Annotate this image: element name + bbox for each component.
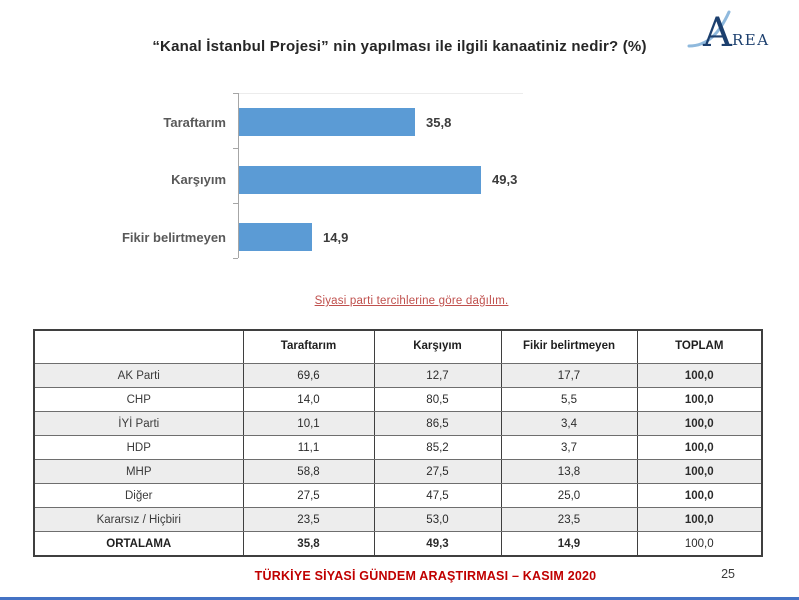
cell-value: 86,5 [373, 411, 502, 436]
table-row: İYİ Parti 10,1 86,5 3,4 100,0 [33, 411, 763, 436]
cell-total: 100,0 [636, 507, 763, 532]
row-label: ORTALAMA [33, 531, 244, 557]
chart-axis-tick [233, 93, 238, 94]
cell-total: 100,0 [636, 387, 763, 412]
chart-value-label: 35,8 [426, 114, 452, 130]
cell-value: 13,8 [500, 459, 638, 484]
page-title: “Kanal İstanbul Projesi” nin yapılması i… [152, 38, 647, 55]
party-breakdown-table: Taraftarım Karşıyım Fikir belirtmeyen TOPLA… [33, 329, 763, 557]
table-row: CHP 14,0 80,5 5,5 100,0 [33, 387, 763, 412]
chart-category-label: Karşıyım [171, 172, 226, 187]
table-column-header: Karşıyım [373, 329, 502, 364]
table-body: AK Parti 69,6 12,7 17,7 100,0 CHP 14,0 80,5 5,5 1… [33, 363, 763, 557]
chart-category-label: Taraftarım [163, 114, 226, 130]
cell-value: 12,7 [373, 363, 502, 388]
table-row: AK Parti 69,6 12,7 17,7 100,0 [33, 363, 763, 388]
cell-value: 53,0 [373, 507, 502, 532]
cell-value: 23,5 [500, 507, 638, 532]
chart-bar [239, 108, 415, 136]
cell-value: 23,5 [242, 507, 375, 532]
footer-title: TÜRKİYE SİYASİ GÜNDEM ARAŞTIRMASI – KASI… [254, 569, 597, 583]
chart-y-axis [238, 93, 239, 258]
cell-value: 14,9 [500, 531, 638, 557]
chart-value-label: 14,9 [323, 229, 349, 245]
cell-value: 85,2 [373, 435, 502, 460]
area-logo-graphic: A REA [687, 10, 770, 56]
table-column-header [33, 329, 244, 364]
table-column-header: Fikir belirtmeyen [500, 329, 638, 364]
cell-value: 3,4 [500, 411, 638, 436]
table-column-header: Taraftarım [242, 329, 375, 364]
logo-text-rea: REA [732, 31, 770, 49]
cell-value: 49,3 [373, 531, 502, 557]
chart-plot-top-border [238, 93, 523, 94]
chart-category-label: Fikir belirtmeyen [121, 229, 226, 245]
cell-total: 100,0 [636, 531, 763, 557]
cell-value: 17,7 [500, 363, 638, 388]
cell-value: 3,7 [500, 435, 638, 460]
chart-axis-tick [233, 148, 238, 149]
cell-value: 11,1 [242, 435, 375, 460]
cell-total: 100,0 [636, 483, 763, 508]
logo-swoosh-icon [687, 10, 731, 48]
page-number: 25 [721, 567, 735, 581]
table-header: Taraftarım Karşıyım Fikir belirtmeyen TOPLA… [33, 329, 763, 364]
cell-value: 10,1 [242, 411, 375, 436]
cell-value: 80,5 [373, 387, 502, 412]
cell-total: 100,0 [636, 363, 763, 388]
chart-bar [239, 165, 481, 194]
cell-value: 47,5 [373, 483, 502, 508]
footer-accent-line [0, 597, 799, 600]
cell-value: 27,5 [242, 483, 375, 508]
chart-axis-tick [233, 258, 238, 259]
row-label: MHP [33, 459, 244, 484]
chart-bar [239, 223, 312, 251]
chart-subtitle: Siyasi parti tercihlerine göre dağılım. [314, 295, 509, 307]
cell-value: 25,0 [500, 483, 638, 508]
table-row: HDP 11,1 85,2 3,7 100,0 [33, 435, 763, 460]
row-label: AK Parti [33, 363, 244, 388]
bar-chart: Taraftarım 35,8 Karşıyım 49,3 Fikir belirtme… [0, 93, 799, 263]
cell-value: 58,8 [242, 459, 375, 484]
chart-value-label: 49,3 [492, 172, 518, 187]
cell-value: 14,0 [242, 387, 375, 412]
table-row: Diğer 27,5 47,5 25,0 100,0 [33, 483, 763, 508]
cell-total: 100,0 [636, 459, 763, 484]
chart-row: Fikir belirtmeyen 14,9 [0, 223, 348, 251]
chart-row: Taraftarım 35,8 [0, 108, 451, 136]
cell-value: 35,8 [242, 531, 375, 557]
logo-letter-a: A [702, 10, 733, 54]
cell-total: 100,0 [636, 411, 763, 436]
row-label: CHP [33, 387, 244, 412]
row-label: Kararsız / Hiçbiri [33, 507, 244, 532]
cell-value: 27,5 [373, 459, 502, 484]
table-column-header: TOPLAM [636, 329, 763, 364]
subtitle-container: Siyasi parti tercihlerine göre dağılım. [0, 291, 799, 309]
row-label: İYİ Parti [33, 411, 244, 436]
chart-axis-tick [233, 203, 238, 204]
row-label: HDP [33, 435, 244, 460]
footer: TÜRKİYE SİYASİ GÜNDEM ARAŞTIRMASI – KASI… [0, 567, 799, 585]
chart-row: Karşıyım 49,3 [0, 165, 518, 194]
table-row: MHP 58,8 27,5 13,8 100,0 [33, 459, 763, 484]
table-row: ORTALAMA 35,8 49,3 14,9 100,0 [33, 531, 763, 557]
table-row: Kararsız / Hiçbiri 23,5 53,0 23,5 100,0 [33, 507, 763, 532]
cell-value: 5,5 [500, 387, 638, 412]
cell-total: 100,0 [636, 435, 763, 460]
row-label: Diğer [33, 483, 244, 508]
cell-value: 69,6 [242, 363, 375, 388]
area-logo: A REA [685, 4, 777, 56]
